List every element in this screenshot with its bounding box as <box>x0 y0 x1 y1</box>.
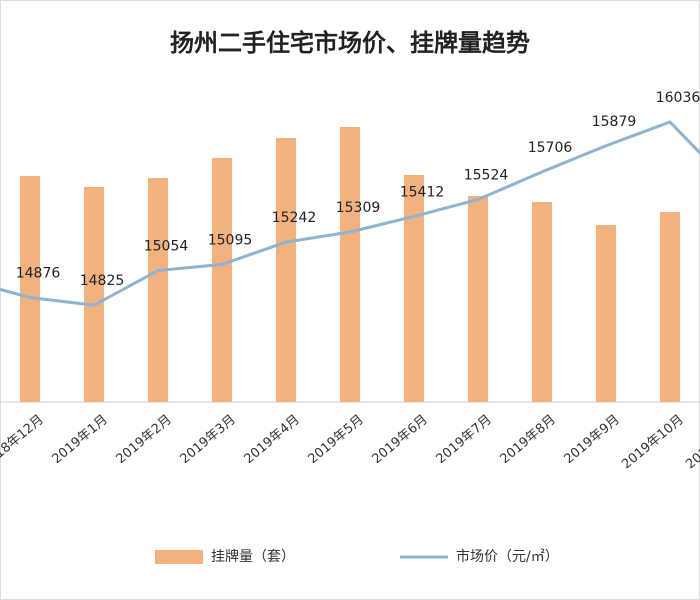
data-label: 15054 <box>144 239 189 255</box>
data-label: 15412 <box>400 184 445 200</box>
bar <box>276 138 296 402</box>
data-label: 15524 <box>464 167 509 183</box>
line <box>0 120 700 307</box>
data-label: 14825 <box>80 273 125 289</box>
data-label: 16036 <box>656 90 700 106</box>
legend-swatch <box>155 550 203 564</box>
bar <box>340 127 360 402</box>
data-label: 15242 <box>272 210 317 226</box>
bar <box>20 176 40 402</box>
data-label: 15879 <box>592 114 637 130</box>
bar <box>468 196 488 402</box>
data-label: 15706 <box>528 140 573 156</box>
legend-label: 挂牌量（套） <box>211 548 295 565</box>
legend-label: 市场价（元/㎡） <box>456 548 559 565</box>
data-label: 15309 <box>336 200 381 216</box>
bar <box>212 158 232 402</box>
bar <box>404 175 424 402</box>
bar <box>532 202 552 402</box>
bar <box>84 187 104 402</box>
data-label: 15095 <box>208 232 253 248</box>
bar <box>596 225 616 402</box>
data-label: 14876 <box>16 265 61 281</box>
bar <box>148 178 168 402</box>
chart-title: 扬州二手住宅市场价、挂牌量趋势 <box>170 29 530 57</box>
bar <box>660 212 680 402</box>
